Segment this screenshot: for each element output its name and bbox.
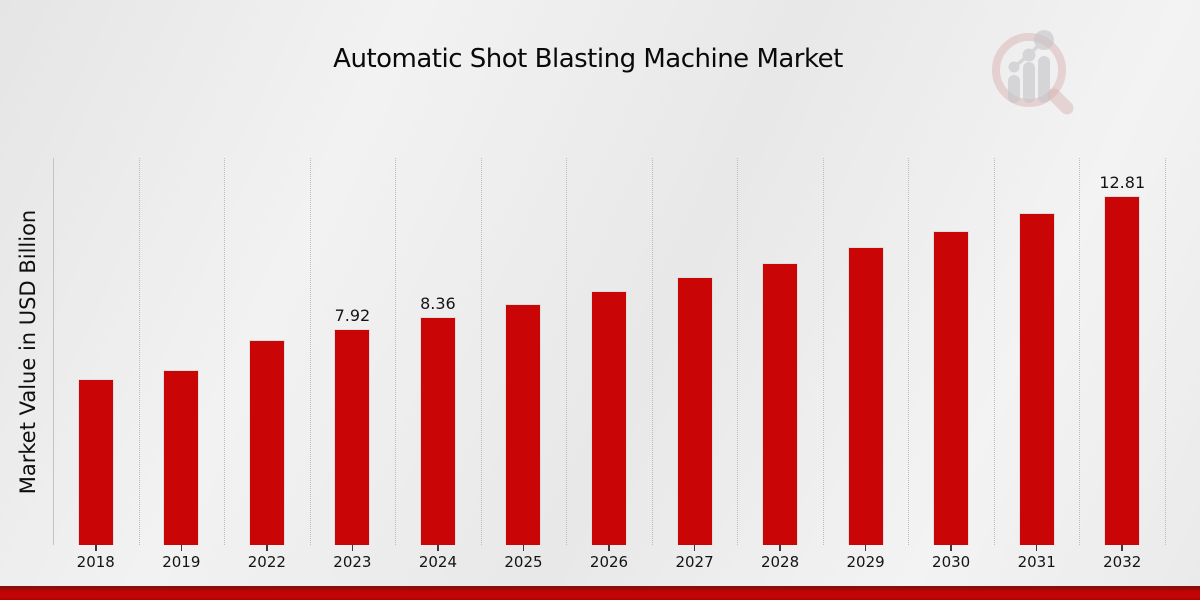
x-axis-label-2018: 2018 <box>76 553 115 571</box>
y-axis-line <box>53 158 54 545</box>
bar-2031 <box>1018 213 1055 545</box>
x-axis-tick <box>693 545 696 551</box>
vertical-gridline <box>224 158 226 545</box>
bar-2029 <box>847 246 884 545</box>
vertical-gridline <box>908 158 910 545</box>
x-axis-label-2029: 2029 <box>846 553 885 571</box>
x-axis-tick <box>779 545 781 551</box>
x-axis-tick <box>1035 545 1038 551</box>
brand-accent-stripe <box>0 586 1200 600</box>
x-axis-tick <box>437 545 439 551</box>
vertical-gridline <box>566 158 568 545</box>
x-axis-label-2024: 2024 <box>418 553 458 571</box>
vertical-gridline <box>1165 158 1166 545</box>
bar-2026 <box>591 291 627 545</box>
x-axis-tick <box>351 545 354 551</box>
vertical-gridline <box>138 158 140 545</box>
bar-2023 <box>334 329 371 545</box>
x-axis-label-2022: 2022 <box>247 553 286 571</box>
x-axis-tick <box>180 545 183 551</box>
vertical-gridline <box>993 158 995 545</box>
x-axis-label-2032: 2032 <box>1103 553 1142 571</box>
bar-value-label: 8.36 <box>420 294 456 314</box>
x-axis-label-2019: 2019 <box>162 553 201 571</box>
x-axis-tick <box>522 545 525 551</box>
bar-2024 <box>419 317 456 545</box>
x-axis-label-2027: 2027 <box>675 553 714 571</box>
vertical-gridline <box>651 158 653 545</box>
x-axis-tick <box>608 545 610 551</box>
vertical-gridline <box>822 158 824 545</box>
vertical-gridline <box>480 158 482 545</box>
bar-2019 <box>163 370 200 545</box>
magnifier-bar-chart-logo-icon <box>992 30 1074 115</box>
x-axis-tick <box>95 545 97 551</box>
x-axis-tick <box>266 545 268 551</box>
bar-2018 <box>77 379 114 545</box>
x-axis-label-2028: 2028 <box>760 553 800 571</box>
x-axis-tick <box>950 545 952 551</box>
bar-2022 <box>248 340 285 545</box>
bar-value-label: 12.81 <box>1099 172 1146 192</box>
vertical-gridline <box>1079 158 1081 545</box>
y-axis-label: Market Value in USD Billion <box>16 209 40 495</box>
vertical-gridline <box>309 158 311 545</box>
vertical-gridline <box>395 158 397 545</box>
x-axis-label-2030: 2030 <box>932 553 971 571</box>
bar-2025 <box>505 304 542 545</box>
bar-value-label: 7.92 <box>334 306 371 326</box>
bar-2032 <box>1104 195 1141 545</box>
bar-2027 <box>676 277 713 545</box>
x-axis-label-2026: 2026 <box>589 553 629 571</box>
vertical-gridline <box>737 158 739 545</box>
bar-2030 <box>933 230 970 545</box>
x-axis-tick <box>1121 545 1123 551</box>
plot-area: 2018 2019 2022 7.92 2023 8.36 2024 2025 2026 2027… <box>53 158 1166 571</box>
x-axis-label-2023: 2023 <box>333 553 372 571</box>
chart-title: Automatic Shot Blasting Machine Market <box>333 44 843 74</box>
bar-2028 <box>762 262 799 545</box>
x-axis-tick <box>864 545 867 551</box>
x-axis-label-2031: 2031 <box>1017 553 1056 571</box>
x-axis-label-2025: 2025 <box>504 553 543 571</box>
